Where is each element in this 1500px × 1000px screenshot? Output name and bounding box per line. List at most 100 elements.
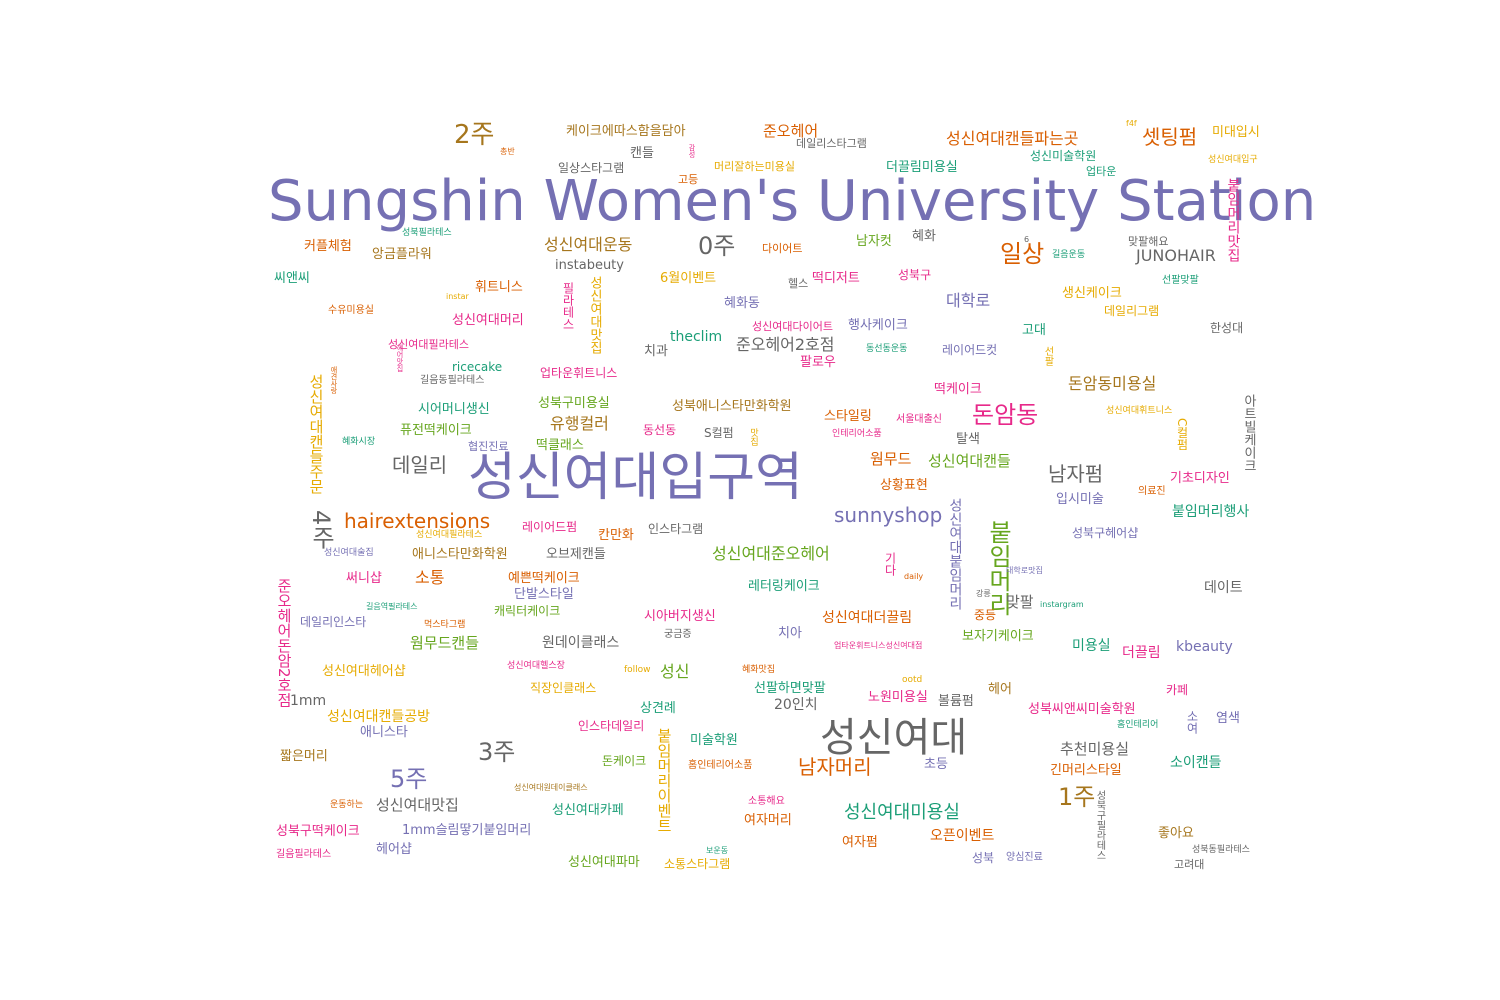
word: 커플체험 xyxy=(304,239,352,254)
word: 탈색 xyxy=(956,432,980,447)
word: 씨앤씨 xyxy=(274,271,310,286)
word: 캔들 xyxy=(630,146,654,161)
word: 길음필라테스 xyxy=(276,849,332,860)
word: 성신여대입구 xyxy=(1208,155,1258,165)
word: 단발스타일 xyxy=(514,587,574,602)
word: 여자머리 xyxy=(744,813,792,828)
word: 필라테스 xyxy=(561,282,575,330)
word: 행사케이크 xyxy=(848,318,908,333)
word: 선팔 xyxy=(1042,346,1053,366)
word: 성신여대캔들 xyxy=(928,452,1011,470)
word: 맞팔 xyxy=(1006,593,1034,611)
word: 성북 xyxy=(972,851,995,865)
word: 성신 xyxy=(660,662,690,681)
word: 애니스타만화학원 xyxy=(412,547,508,562)
word: 성북필라테스 xyxy=(402,228,452,238)
word: 성북씨앤씨미술학원 xyxy=(1028,702,1136,717)
word: 6 xyxy=(1024,235,1030,244)
word: 헤어맛집 xyxy=(396,344,404,372)
word: 애견사랑 xyxy=(330,366,338,394)
word: 소이캔들 xyxy=(1170,755,1222,771)
word: ricecake xyxy=(452,360,503,374)
word: 휘트니스 xyxy=(475,280,523,295)
word: 붙임머리맛집 xyxy=(1225,178,1241,262)
word: 성신여대더끌림 xyxy=(822,610,913,626)
word: 헤어샵 xyxy=(376,842,412,857)
word: 추천미용실 xyxy=(1060,740,1130,758)
word: 성신여대캔들주문 xyxy=(307,374,325,494)
word: 성신여대붙임머리 xyxy=(947,498,963,610)
word: ootd xyxy=(902,675,923,685)
word: 레이어드컷 xyxy=(942,343,998,357)
word: 기다 xyxy=(883,552,897,576)
word: 데일리스타그램 xyxy=(796,137,867,150)
word: 헬스 xyxy=(788,277,809,290)
word: f4f xyxy=(1126,119,1137,128)
word: 오브제캔들 xyxy=(546,547,606,562)
word-sungshin-station: Sungshin Women's University Station xyxy=(268,169,1317,234)
word: 일상 xyxy=(1000,240,1045,268)
word: 길음운동 xyxy=(1052,250,1086,260)
word: 좋아요 xyxy=(1158,826,1194,841)
word: 다이어트 xyxy=(762,242,803,255)
word: 성북애니스타만화학원 xyxy=(672,399,792,414)
word: 생신케이크 xyxy=(1062,286,1122,301)
word: 보자기케이크 xyxy=(962,629,1034,644)
word: 성신여대캔들파는곳 xyxy=(946,129,1079,148)
word: 짧은머리 xyxy=(280,749,328,764)
word: 성북구떡케이크 xyxy=(276,824,360,839)
word: 데일리그램 xyxy=(1104,304,1160,318)
word: daily xyxy=(904,572,924,581)
word: 시어머니생신 xyxy=(418,402,490,417)
word: 퓨전떡케이크 xyxy=(400,423,472,438)
word: 동선동운동 xyxy=(866,344,908,354)
word: 혜화시장 xyxy=(342,437,376,447)
word: 0주 xyxy=(698,232,736,260)
word: 준오헤어 xyxy=(763,122,819,140)
word: 칸만화 xyxy=(598,528,634,543)
word: 데일리 xyxy=(392,453,448,477)
word: 맞팔해요 xyxy=(1128,235,1169,248)
word: 의료진 xyxy=(1138,486,1166,497)
word: 길음역필라테스 xyxy=(366,602,418,611)
word: 성북구미용실 xyxy=(538,396,610,411)
word: 염색 xyxy=(1216,711,1240,726)
word: 긴머리스타일 xyxy=(1050,763,1122,778)
word: 붙임머리 xyxy=(984,520,1012,616)
word: 성신미술학원 xyxy=(1030,149,1097,163)
word: 머리잘하는미용실 xyxy=(714,160,795,173)
word: 성신여대준오헤어 xyxy=(712,544,830,563)
word: 2주 xyxy=(454,120,495,150)
word: 붙임머리행사 xyxy=(1172,504,1250,520)
word: 혜화맛집 xyxy=(742,665,776,675)
word: 원데이클래스 xyxy=(542,635,620,651)
word: 성신여대캔들공방 xyxy=(327,709,431,725)
word: 인스타그램 xyxy=(648,522,704,536)
word: 감성 xyxy=(688,144,696,158)
word: 성신여대헬스장 xyxy=(507,661,565,671)
word: 스타일링 xyxy=(824,409,872,424)
word: 초등 xyxy=(924,757,948,772)
word: 웜무드캔들 xyxy=(410,634,480,652)
word: 떡클래스 xyxy=(536,438,584,453)
word: 준오헤어돈암2호점 xyxy=(275,578,293,708)
word: 수유미용실 xyxy=(328,305,374,316)
word: 미용실 xyxy=(1072,638,1111,654)
word: 여자펌 xyxy=(842,835,878,850)
word: 레이어드펌 xyxy=(522,520,578,534)
word: 양심진료 xyxy=(1006,852,1043,863)
word: 일상스타그램 xyxy=(558,161,625,175)
word: 더끌림 xyxy=(1122,645,1161,661)
word: 돈암동 xyxy=(972,401,1039,429)
word: 돈암동미용실 xyxy=(1068,374,1157,393)
word: 미술학원 xyxy=(690,733,738,748)
word: 직장인클래스 xyxy=(530,681,597,695)
word: S컬펌 xyxy=(704,426,734,440)
word: 맛집 xyxy=(748,428,758,446)
word: 협진진료 xyxy=(468,440,509,453)
word: 5주 xyxy=(390,765,428,793)
word: 강릉 xyxy=(976,589,991,598)
word: 성신여대운동 xyxy=(544,235,633,254)
word: 4주 xyxy=(307,510,335,550)
word: 남자컷 xyxy=(856,234,892,249)
